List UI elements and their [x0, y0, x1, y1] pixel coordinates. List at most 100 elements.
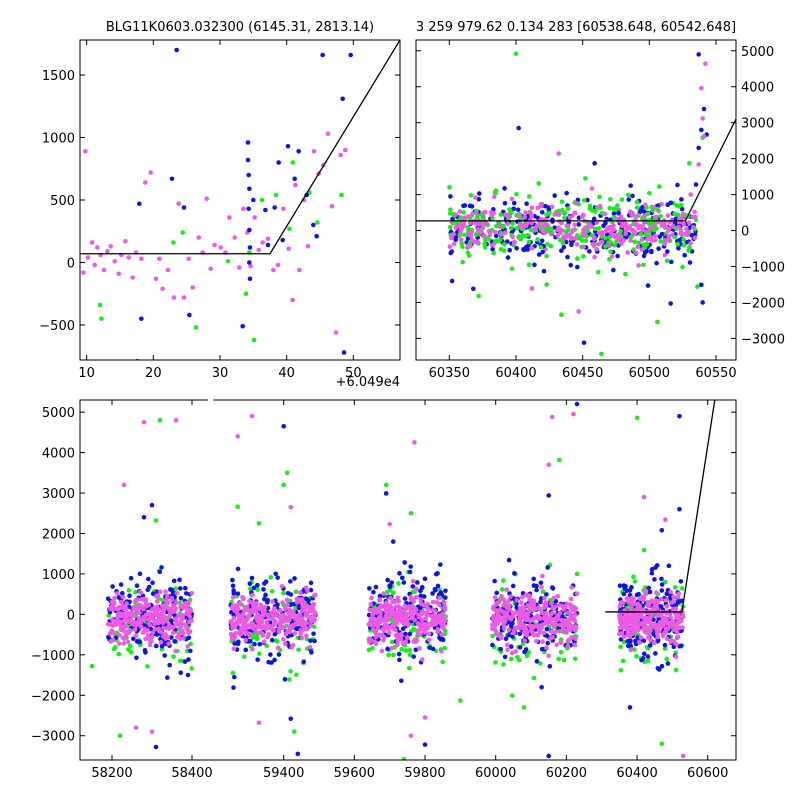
bottom-point-blue-3 — [185, 672, 191, 678]
bottom-season-1-point-blue — [268, 652, 273, 657]
top-right-cloud-point-green — [644, 241, 650, 247]
top-right-cloud-point-green — [483, 237, 488, 243]
bottom-season-4-point-magenta — [648, 637, 653, 643]
bottom-season-0-point-blue — [157, 569, 163, 575]
bottom-point-magenta-8 — [412, 440, 417, 445]
bottom-season-4-point-magenta — [663, 597, 669, 603]
top-right-cloud-point-magenta — [651, 205, 657, 210]
bottom-season-3-point-magenta — [544, 645, 549, 651]
bottom-season-3-point-magenta — [524, 611, 529, 617]
top-right-cloud-point-green — [585, 228, 591, 234]
bottom-season-4-point-magenta — [665, 620, 670, 625]
bottom-season-4-point-green — [672, 585, 678, 590]
bottom-season-1-point-blue — [262, 581, 267, 586]
bottom-season-1-point-magenta — [232, 621, 237, 627]
bottom-season-4-point-magenta — [643, 615, 648, 621]
bottom-season-2-point-magenta — [438, 649, 444, 654]
bottom-season-3-point-magenta — [519, 611, 525, 617]
bottom-season-0-point-magenta — [170, 603, 176, 608]
bottom-point-magenta-3 — [133, 725, 139, 730]
bottom-season-4-point-magenta — [675, 634, 681, 640]
top-left-xtick-label: 40 — [278, 366, 295, 381]
top-right-cloud-point-green — [544, 253, 549, 259]
bottom-season-0-point-magenta — [185, 644, 191, 649]
bottom-season-1-point-magenta — [288, 625, 294, 631]
bottom-season-2-point-green — [390, 590, 396, 596]
top-right-cloud-point-blue — [511, 200, 517, 206]
bottom-season-2-point-magenta — [399, 619, 405, 625]
bottom-season-3-point-blue — [509, 623, 514, 629]
top-right-cloud-point-blue — [449, 278, 455, 284]
top-left-ytick-label: 1000 — [42, 132, 75, 147]
bottom-season-3-point-magenta — [541, 605, 547, 610]
top-left-point-blue-23 — [285, 143, 291, 149]
bottom-season-0-point-magenta — [117, 613, 123, 619]
bottom-season-4-point-magenta — [680, 614, 686, 620]
bottom-season-2-point-magenta — [439, 621, 444, 626]
bottom-season-1-point-magenta — [301, 627, 306, 632]
bottom-season-0-point-magenta — [138, 590, 144, 595]
top-right-cloud-point-green — [634, 199, 640, 205]
bottom-season-1-point-magenta — [235, 612, 241, 618]
top-right-cloud-point-blue — [449, 249, 454, 254]
bottom-season-3-point-blue — [531, 576, 537, 582]
bottom-season-4-point-magenta — [629, 604, 634, 610]
bottom-season-0-point-magenta — [116, 632, 122, 638]
bottom-season-2-point-magenta — [400, 614, 405, 620]
bottom-point-green-11 — [401, 756, 407, 760]
top-right-cloud-point-magenta — [665, 213, 671, 218]
bottom-season-3-point-magenta — [516, 611, 521, 617]
top-right-cloud-point-magenta — [652, 237, 658, 243]
bottom-season-0-point-blue — [120, 590, 125, 596]
bottom-season-0-point-blue — [134, 655, 139, 661]
top-left-ytick-label: 0 — [67, 257, 75, 272]
bottom-season-1-point-magenta — [304, 633, 309, 639]
bottom-season-3-point-magenta — [522, 638, 528, 644]
top-right-point-magenta-41 — [703, 61, 708, 67]
bottom-season-4-point-green — [642, 585, 648, 590]
top-right-ytick-label: 4000 — [741, 81, 774, 96]
bottom-season-3-point-magenta — [569, 585, 574, 590]
top-right-cloud-point-green — [675, 212, 681, 218]
top-right-cloud-point-blue — [477, 191, 482, 196]
top-right-cloud-point-magenta — [451, 231, 456, 237]
bottom-season-3-point-magenta — [574, 591, 580, 596]
bottom-season-3-point-magenta — [492, 595, 498, 600]
top-right-cloud-point-green — [674, 203, 679, 208]
bottom-season-2-point-green — [442, 645, 447, 651]
bottom-season-2-point-magenta — [381, 591, 386, 596]
bottom-season-1-point-magenta — [232, 634, 238, 640]
top-left-point-blue-11 — [247, 186, 252, 192]
top-left-point-magenta-58 — [325, 131, 331, 137]
bottom-point-magenta-13 — [641, 494, 647, 500]
bottom-season-0-point-magenta — [158, 639, 164, 645]
top-right-xtick-label: 60550 — [695, 366, 736, 381]
bottom-point-magenta-5 — [249, 413, 255, 419]
bottom-season-0-point-magenta — [122, 629, 127, 634]
bottom-season-0-point-blue — [178, 670, 184, 675]
top-right-cloud-point-green — [640, 262, 646, 268]
top-left-point-magenta-33 — [212, 242, 217, 248]
bottom-season-2-point-blue — [401, 580, 407, 585]
top-left-point-green-2 — [171, 240, 176, 245]
bottom-season-1-point-green — [268, 574, 274, 580]
top-right-cloud-point-magenta — [636, 213, 641, 218]
top-right-cloud-point-magenta — [467, 220, 473, 226]
bottom-season-1-point-magenta — [303, 585, 309, 591]
bottom-season-4-point-green — [664, 656, 670, 662]
bottom-season-0-point-magenta — [132, 627, 138, 632]
top-right-cloud-point-green — [535, 237, 541, 242]
top-right-cloud-point-magenta — [487, 232, 493, 238]
bottom-season-1-point-magenta — [257, 614, 262, 620]
bottom-season-0-point-magenta — [127, 628, 133, 633]
bottom-season-1-point-magenta — [271, 628, 276, 633]
bottom-season-1-point-blue — [288, 579, 293, 584]
bottom-season-3-point-magenta — [502, 609, 507, 615]
bottom-season-3-point-blue — [490, 642, 495, 648]
bottom-season-4-point-blue — [656, 667, 662, 672]
axis-break-gap — [208, 396, 213, 404]
bottom-season-1-point-magenta — [299, 616, 305, 621]
top-right-cloud-point-blue — [668, 259, 674, 265]
bottom-season-2-point-blue — [442, 595, 448, 600]
bottom-season-4-point-blue — [618, 637, 624, 642]
